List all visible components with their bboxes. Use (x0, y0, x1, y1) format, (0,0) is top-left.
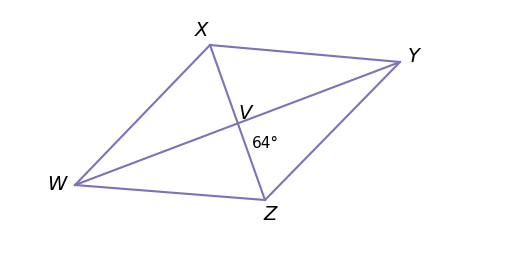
Text: V: V (239, 104, 252, 123)
Text: W: W (48, 176, 66, 194)
Text: X: X (195, 20, 209, 40)
Text: Z: Z (263, 206, 277, 224)
Text: Y: Y (408, 47, 420, 66)
Text: 64°: 64° (252, 136, 279, 151)
